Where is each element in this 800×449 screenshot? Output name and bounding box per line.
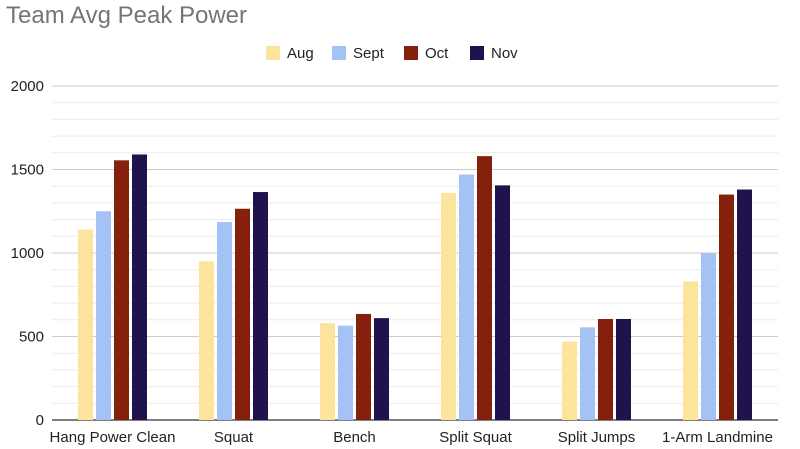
legend-item-aug: Aug	[266, 45, 314, 62]
bar-split-squat-nov	[495, 185, 510, 420]
bar-group-split-squat	[441, 156, 510, 420]
legend-label-oct: Oct	[425, 45, 449, 62]
y-tick-label-0: 0	[36, 412, 44, 429]
y-axis: 0 500 1000 1500 2000	[11, 78, 44, 429]
y-tick-label-1000: 1000	[11, 245, 44, 262]
legend-swatch-nov	[470, 46, 484, 60]
gridlines	[52, 85, 778, 421]
bar-1-arm-landmine-nov	[737, 189, 752, 420]
legend-item-sept: Sept	[332, 45, 385, 62]
bar-squat-nov	[253, 192, 268, 420]
y-tick-label-1500: 1500	[11, 162, 44, 179]
x-tick-label-bench: Bench	[333, 429, 376, 446]
bar-bench-oct	[356, 313, 371, 420]
bars	[78, 154, 752, 420]
x-tick-label-squat: Squat	[214, 429, 254, 446]
bar-group-1-arm-landmine	[683, 189, 752, 420]
legend-label-aug: Aug	[287, 45, 314, 62]
bar-split-squat-oct	[477, 156, 492, 420]
chart-title: Team Avg Peak Power	[6, 2, 248, 29]
bar-1-arm-landmine-sept	[701, 253, 716, 420]
bar-split-jumps-oct	[598, 318, 613, 420]
bar-1-arm-landmine-aug	[683, 281, 698, 420]
bar-group-squat	[199, 192, 268, 420]
legend-label-sept: Sept	[353, 45, 385, 62]
bar-group-bench	[320, 313, 389, 420]
bar-split-jumps-nov	[616, 318, 631, 420]
legend-swatch-oct	[404, 46, 418, 60]
x-axis: Hang Power Clean Squat Bench Split Squat Spl…	[50, 429, 773, 446]
bar-squat-sept	[217, 222, 232, 420]
bar-group-split-jumps	[562, 318, 631, 420]
x-tick-label-split-jumps: Split Jumps	[558, 429, 636, 446]
legend-item-oct: Oct	[404, 45, 449, 62]
bar-split-squat-sept	[459, 174, 474, 420]
bar-1-arm-landmine-oct	[719, 194, 734, 420]
bar-split-jumps-sept	[580, 327, 595, 420]
bar-squat-aug	[199, 261, 214, 420]
bar-split-squat-aug	[441, 192, 456, 420]
legend-swatch-aug	[266, 46, 280, 60]
x-tick-label-split-squat: Split Squat	[439, 429, 512, 446]
x-tick-label-hang-power-clean: Hang Power Clean	[50, 429, 176, 446]
bar-split-jumps-aug	[562, 341, 577, 420]
bar-bench-aug	[320, 323, 335, 420]
legend-label-nov: Nov	[491, 45, 518, 62]
y-tick-label-500: 500	[19, 329, 44, 346]
x-tick-label-1-arm-landmine: 1-Arm Landmine	[662, 429, 773, 446]
legend: Aug Sept Oct Nov	[266, 45, 518, 62]
bar-bench-sept	[338, 325, 353, 420]
bar-hang-power-clean-aug	[78, 229, 93, 420]
bar-group-hang-power-clean	[78, 154, 147, 420]
bar-squat-oct	[235, 208, 250, 420]
y-tick-label-2000: 2000	[11, 78, 44, 95]
bar-hang-power-clean-nov	[132, 154, 147, 420]
bar-bench-nov	[374, 318, 389, 420]
bar-hang-power-clean-oct	[114, 160, 129, 420]
legend-swatch-sept	[332, 46, 346, 60]
legend-item-nov: Nov	[470, 45, 518, 62]
bar-hang-power-clean-sept	[96, 211, 111, 420]
